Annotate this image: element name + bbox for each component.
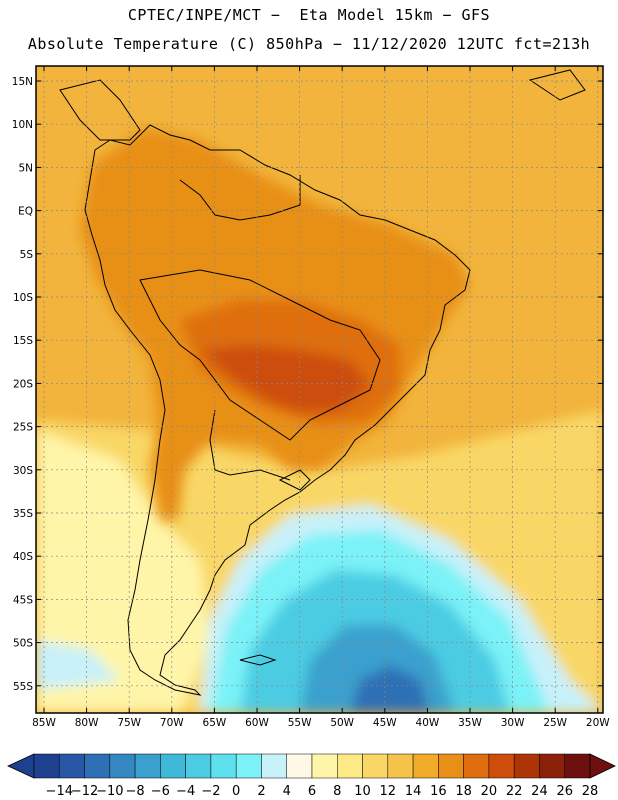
colorbar-label: −10 [96,784,123,799]
colorbar-swatch [337,753,363,779]
colorbar-swatch [109,753,136,779]
lon-tick-label: 45W [373,717,397,729]
colorbar-swatch [59,753,85,779]
colorbar-swatch [160,753,186,779]
map-frame [35,65,604,714]
colorbar-swatch [539,753,565,779]
lon-tick-label: 30W [501,717,525,729]
lon-tick-label: 75W [117,717,141,729]
lat-tick-label: 50S [13,638,33,650]
colorbar-swatch [33,753,60,779]
colorbar-swatch [286,753,313,779]
colorbar-swatch [210,753,237,779]
colorbar-swatch [311,753,338,779]
falklands-outline [239,654,277,666]
colorbar-label: 28 [582,784,599,799]
lat-tick-label: 5S [20,249,34,261]
colorbar-label: 18 [455,784,472,799]
lon-tick-label: 70W [160,717,184,729]
lat-tick-label: 35S [13,508,33,520]
colorbar-swatch [387,753,414,779]
colorbar-swatch [438,753,464,779]
chart-title-line2: Absolute Temperature (C) 850hPa − 11/12/… [27,35,591,53]
colorbar-swatch [185,753,212,779]
colorbar-swatch [513,753,540,779]
chart-title-line1: CPTEC/INPE/MCT − Eta Model 15km − GFS [127,6,491,24]
colorbar-label: −6 [151,784,170,799]
caribbean-islands [528,69,586,101]
colorbar-swatch [564,753,591,779]
colorbar-under-arrow [7,753,35,779]
lon-tick-label: 85W [32,717,56,729]
guyana-border [179,175,301,221]
colorbar-label: 26 [556,784,573,799]
colorbar-label: 24 [531,784,548,799]
colorbar-label: 16 [430,784,447,799]
lat-tick-label: 15N [12,76,33,88]
latitude-axis: 15N 10N 5N EQ 5S 10S 15S 20S 25S 30S 35S 40S 45S 50S 5… [12,76,603,693]
cold-field-5 [350,665,430,713]
colorbar-label: 2 [257,784,265,799]
colorbar-swatch [488,753,515,779]
lon-tick-label: 25W [543,717,567,729]
colorbar-swatch [134,753,161,779]
colorbar: −14−12−10 −8 −6 −4 −2 0 2 4 6 8 10 12 14 16 18 20 22 24 26… [7,753,616,799]
lat-tick-label: 5N [18,162,33,174]
colorbar-label: −4 [176,784,195,799]
lat-tick-label: 40S [13,551,33,563]
colorbar-label: 4 [283,784,291,799]
lat-tick-label: 20S [13,378,33,390]
colorbar-label: −14 [46,784,73,799]
colorbar-label: 0 [232,784,240,799]
colorbar-label: 20 [481,784,498,799]
colorbar-swatch [84,753,111,779]
longitude-axis: 85W 80W 75W 70W 65W 60W 55W 50W 45W 40W 35W 30W 25W 2… [32,66,610,729]
field-layer [36,66,603,713]
colorbar-label: 14 [405,784,422,799]
lat-tick-label: 55S [13,681,33,693]
colorbar-swatch [235,753,262,779]
coastline-layer [59,69,586,696]
land-peak-field [200,345,370,412]
lat-tick-label: 45S [13,594,33,606]
lon-tick-label: 35W [458,717,482,729]
colorbar-swatch [261,753,287,779]
uruguay-outline [278,469,311,491]
brazil-border [139,269,381,441]
lat-tick-label: 10S [13,292,33,304]
colorbar-swatch [362,753,389,779]
lat-tick-label: EQ [18,206,33,218]
colorbar-swatch [463,753,490,779]
lat-tick-label: 30S [13,465,33,477]
central-america-coastline [59,79,141,141]
colorbar-label: 10 [354,784,371,799]
lon-tick-label: 65W [203,717,227,729]
lat-tick-label: 25S [13,422,33,434]
colorbar-label: −2 [201,784,220,799]
cold-field-west [36,640,120,690]
lon-tick-label: 50W [330,717,354,729]
colorbar-label: 8 [333,784,341,799]
lon-tick-label: 60W [245,717,269,729]
colorbar-label: −8 [126,784,145,799]
lon-tick-label: 40W [416,717,440,729]
lon-tick-label: 55W [288,717,312,729]
lat-tick-label: 10N [12,119,33,131]
colorbar-label: 12 [380,784,397,799]
lat-tick-label: 15S [13,335,33,347]
colorbar-label: −12 [71,784,98,799]
south-america-coastline [84,124,471,696]
colorbar-label: 22 [506,784,523,799]
colorbar-over-arrow [589,753,616,779]
colorbar-swatch [412,753,439,779]
colorbar-label: 6 [308,784,316,799]
paraguay-border [209,409,291,481]
lon-tick-label: 20W [586,717,610,729]
lon-tick-label: 80W [75,717,99,729]
